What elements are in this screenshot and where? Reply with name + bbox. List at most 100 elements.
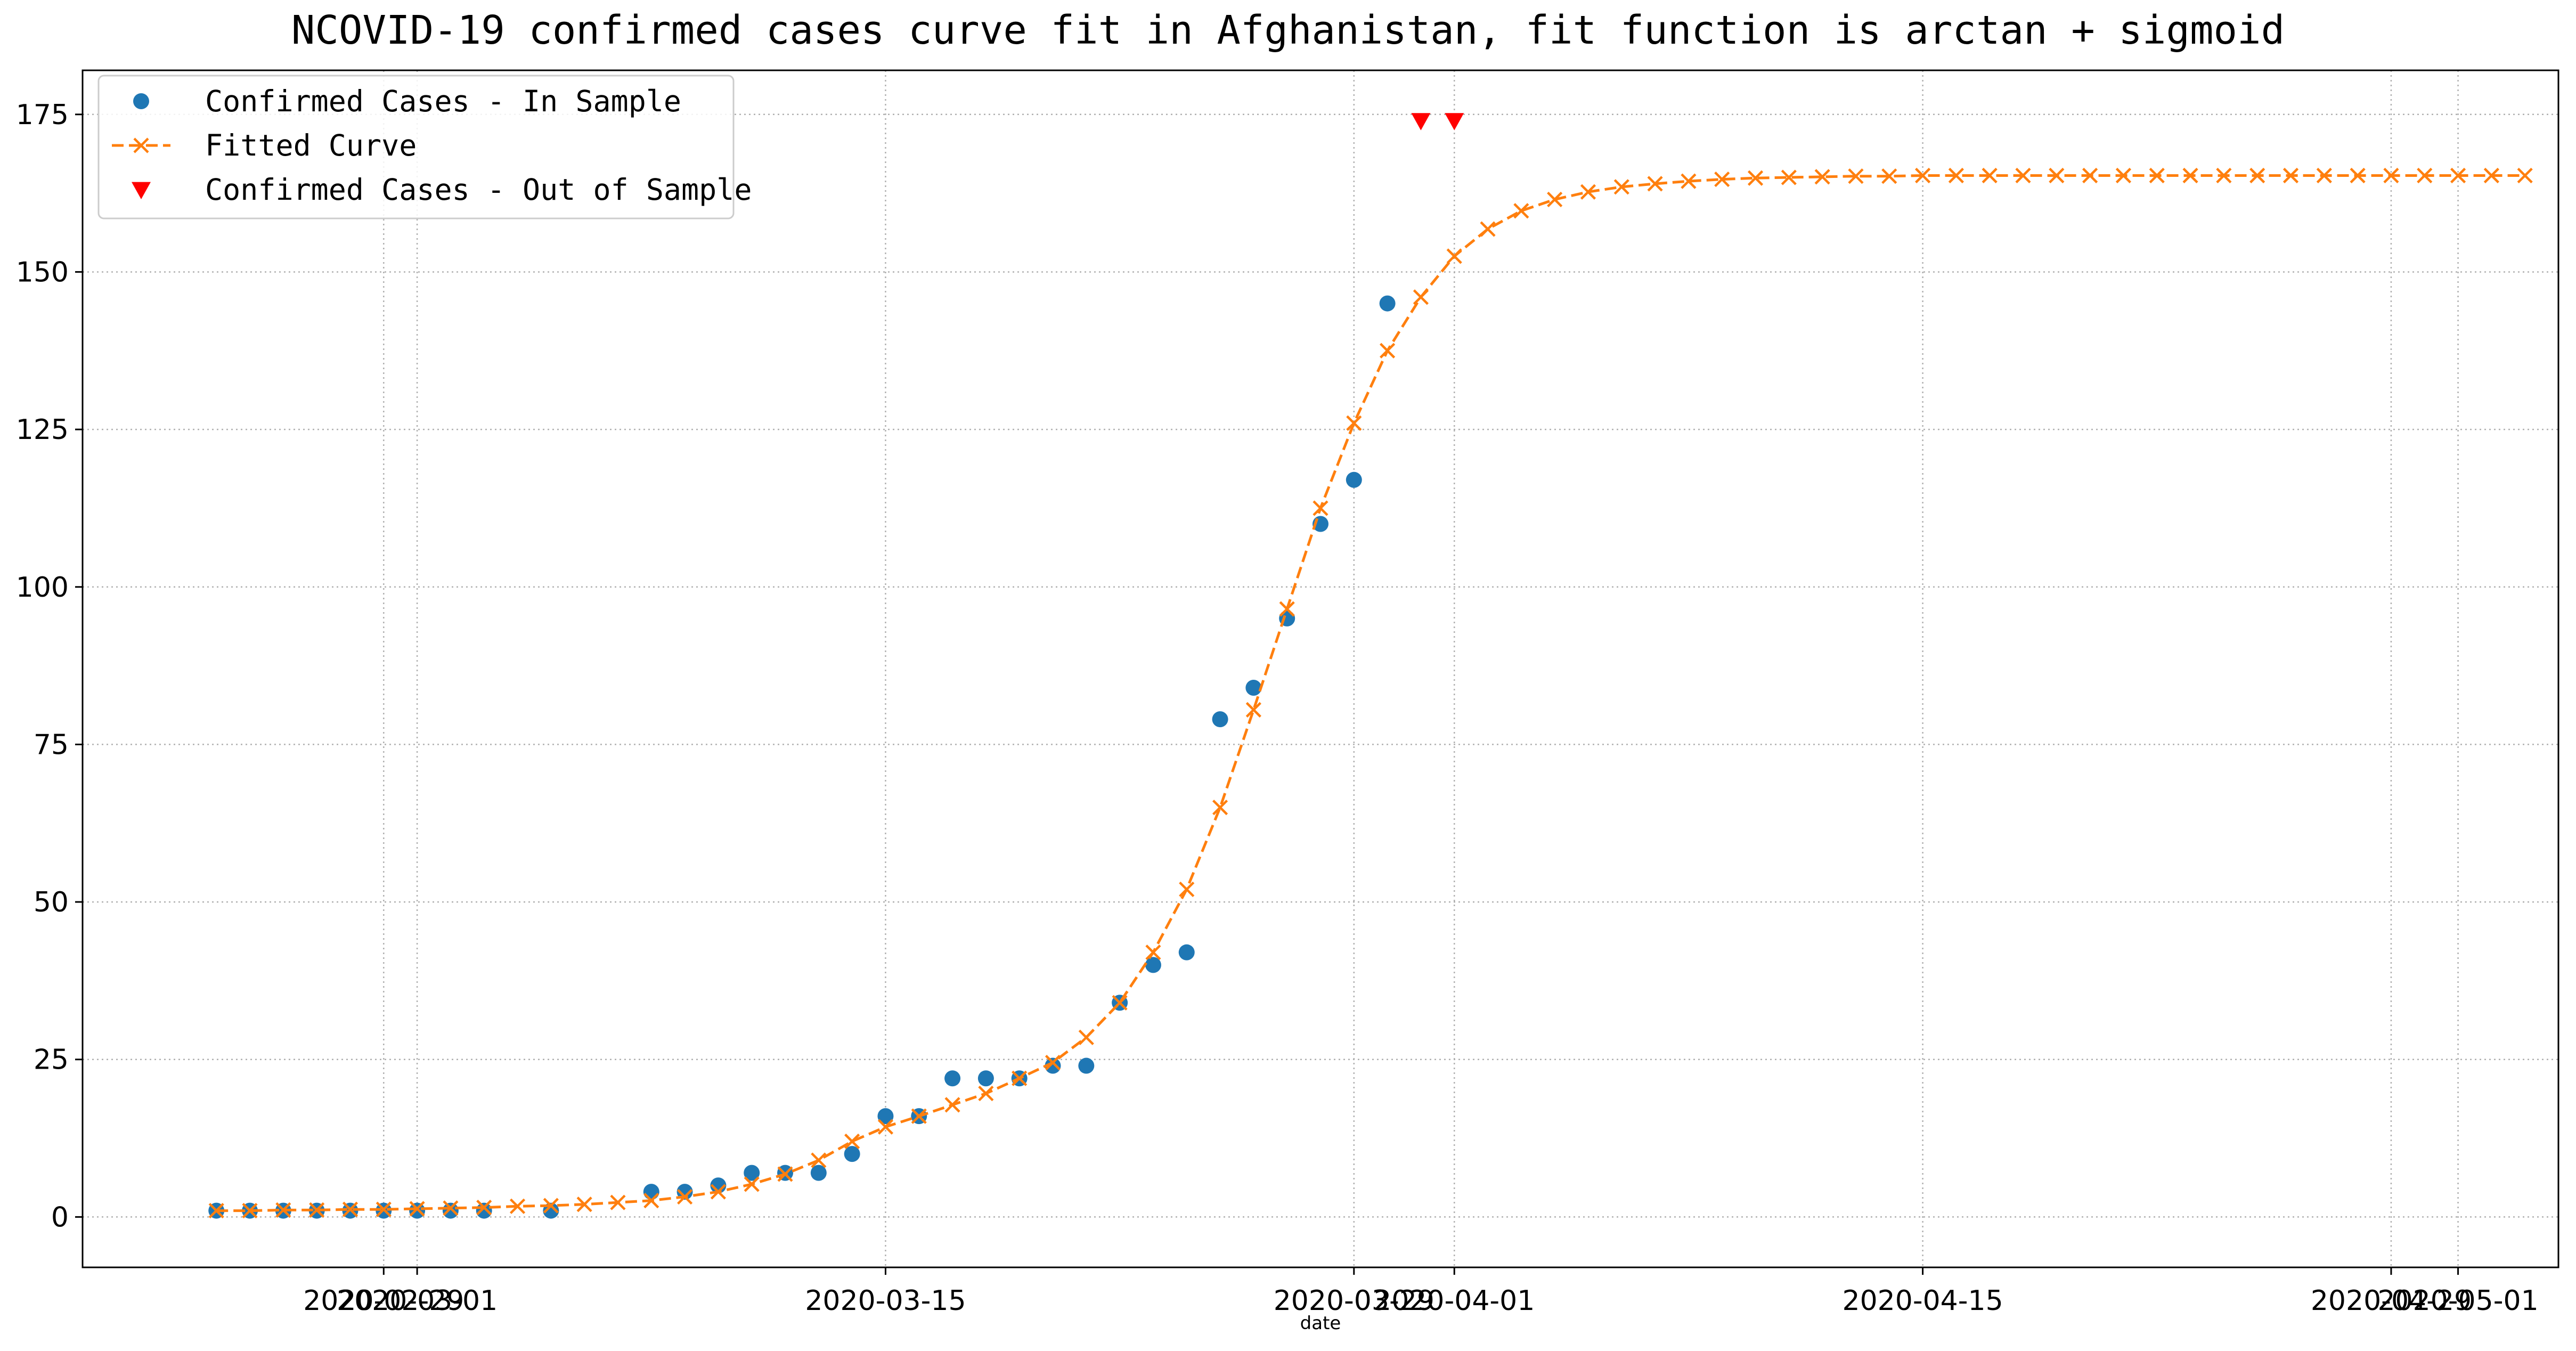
- data-point: [811, 1152, 827, 1168]
- data-point: [810, 1165, 827, 1181]
- data-point: [1379, 295, 1396, 312]
- data-point: [1212, 711, 1228, 728]
- data-point: [1078, 1057, 1095, 1074]
- data-point: [676, 1184, 693, 1200]
- data-point: [1480, 221, 1496, 237]
- data-point: [2216, 167, 2232, 184]
- data-point: [543, 1198, 559, 1214]
- data-point: [1078, 1029, 1094, 1045]
- legend-entry: Confirmed Cases - In Sample: [133, 84, 681, 118]
- data-point: [275, 1202, 291, 1218]
- data-point: [2115, 167, 2132, 184]
- x-tick-label: 2020-05-01: [2377, 1285, 2538, 1317]
- series-2: [208, 167, 2533, 1219]
- data-point: [376, 1201, 392, 1217]
- data-point: [1982, 167, 1998, 184]
- data-point: [309, 1202, 325, 1218]
- legend-marker: [132, 182, 151, 199]
- data-point: [710, 1184, 727, 1200]
- y-tick-label: 0: [51, 1201, 69, 1233]
- data-point: [643, 1193, 659, 1209]
- data-point: [2417, 167, 2433, 184]
- data-point: [1446, 248, 1462, 264]
- data-point: [1747, 170, 1764, 186]
- data-point: [1045, 1057, 1061, 1074]
- data-point: [1380, 343, 1396, 359]
- data-point: [844, 1133, 860, 1150]
- data-point: [978, 1085, 994, 1102]
- data-point: [1145, 945, 1161, 961]
- data-point: [1012, 1070, 1028, 1086]
- data-point: [1613, 179, 1629, 195]
- x-tick-label: 2020-03-01: [337, 1285, 498, 1317]
- data-point: [476, 1202, 492, 1219]
- data-point: [1881, 168, 1897, 184]
- data-point: [744, 1165, 760, 1181]
- data-point: [2015, 167, 2031, 184]
- y-tick-label: 150: [16, 256, 69, 288]
- legend-marker: [133, 93, 149, 109]
- data-point: [877, 1119, 894, 1135]
- data-point: [1411, 113, 1431, 131]
- data-point: [1112, 995, 1128, 1011]
- data-point: [509, 1198, 526, 1214]
- legend-entry: Fitted Curve: [112, 128, 417, 162]
- data-point: [1513, 203, 1529, 219]
- data-point: [2450, 167, 2466, 184]
- legend-label: Confirmed Cases - Out of Sample: [205, 173, 752, 207]
- data-point: [1647, 176, 1663, 192]
- plot-frame: [81, 69, 2559, 1268]
- y-tick-label: 175: [16, 99, 69, 131]
- data-point: [1848, 168, 1864, 184]
- data-point: [1547, 191, 1563, 208]
- data-point: [2282, 167, 2299, 184]
- data-point: [1179, 881, 1195, 898]
- data-point: [1714, 172, 1730, 188]
- legend-box: [97, 75, 735, 219]
- data-point: [944, 1097, 960, 1113]
- data-point: [2483, 167, 2499, 184]
- data-point: [1814, 169, 1830, 185]
- data-point: [2182, 167, 2198, 184]
- data-point: [977, 1070, 994, 1087]
- data-point: [2249, 167, 2265, 184]
- data-point: [777, 1166, 793, 1182]
- data-point: [1445, 113, 1464, 131]
- legend-label: Confirmed Cases - In Sample: [205, 84, 681, 118]
- data-point: [409, 1202, 426, 1219]
- y-tick-label: 75: [34, 729, 69, 761]
- data-point: [1245, 679, 1262, 696]
- data-point: [2082, 167, 2098, 184]
- data-point: [1245, 702, 1261, 718]
- data-point: [676, 1189, 693, 1205]
- x-tick-label: 2020-04-15: [1842, 1285, 2003, 1317]
- x-tick-label: 2020-03-15: [805, 1285, 966, 1317]
- data-point: [2316, 167, 2332, 184]
- data-point: [1313, 500, 1328, 516]
- data-point: [643, 1184, 659, 1200]
- data-point: [1178, 944, 1195, 961]
- data-point: [2049, 167, 2065, 184]
- data-point: [2383, 167, 2399, 184]
- data-point: [442, 1202, 459, 1219]
- data-point: [1212, 800, 1228, 816]
- data-point: [1914, 167, 1931, 184]
- data-point: [476, 1200, 492, 1216]
- y-axis: 0 25 50 75 100 125 150 175: [16, 99, 83, 1233]
- data-point: [576, 1197, 592, 1212]
- data-point: [744, 1176, 760, 1192]
- data-point: [1580, 184, 1596, 200]
- chart-title: NCOVID-19 confirmed cases curve fit in A…: [291, 7, 2285, 53]
- y-tick-label: 125: [16, 414, 69, 446]
- y-tick-label: 25: [34, 1044, 69, 1076]
- data-point: [242, 1202, 258, 1219]
- data-point: [610, 1194, 626, 1210]
- data-point: [877, 1108, 894, 1125]
- y-tick-label: 100: [16, 572, 69, 604]
- data-point: [844, 1146, 860, 1162]
- data-point: [443, 1200, 459, 1216]
- data-point: [1413, 289, 1429, 305]
- data-point: [1045, 1055, 1061, 1071]
